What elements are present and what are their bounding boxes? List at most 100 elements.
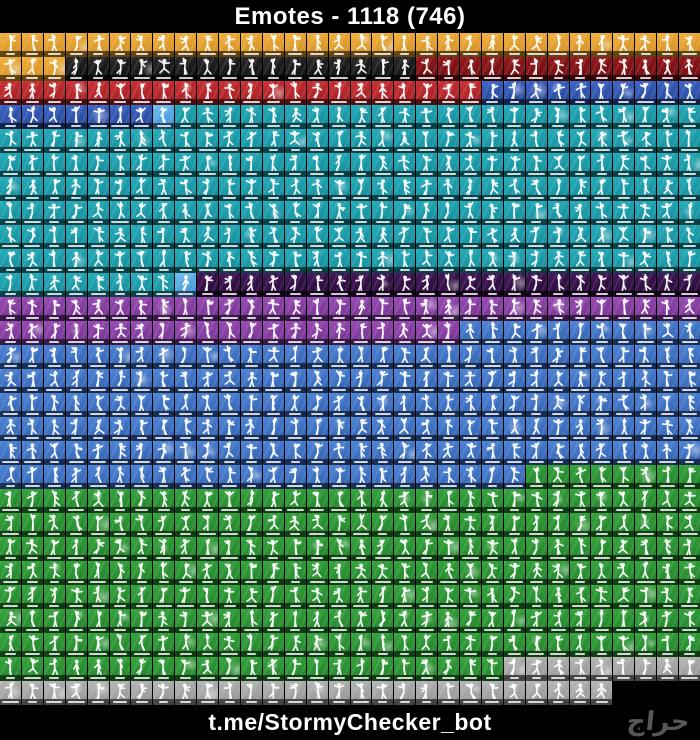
emote-name-text (1, 509, 20, 511)
emote-name-text (681, 77, 698, 79)
emote-figure-icon (116, 633, 124, 651)
emote-tile (438, 441, 460, 465)
emote-figure-icon (509, 34, 520, 51)
emote-name-label (87, 267, 109, 273)
emote-figure-icon (643, 322, 652, 339)
emote-figure-icon (531, 323, 543, 339)
emote-figure-icon (246, 466, 254, 483)
emote-tile (481, 441, 503, 465)
emote-figure-icon (180, 322, 192, 339)
emote-figure-icon (137, 274, 148, 291)
emote-figure-icon (93, 226, 105, 243)
emote-tile (219, 657, 240, 681)
emote-figure-icon (445, 130, 455, 147)
emote-name-text (530, 317, 543, 319)
emote-figure-icon (180, 131, 191, 147)
emote-tile (219, 57, 240, 81)
emote-name-text (377, 197, 388, 199)
emote-name-text (113, 557, 127, 559)
emote-name-label (109, 51, 131, 57)
emote-figure-icon (467, 59, 476, 75)
emote-name-label (547, 123, 569, 129)
emote-name-label (394, 99, 416, 105)
emote-name-text (90, 557, 106, 559)
emote-name-label (372, 627, 394, 633)
emote-tile (350, 489, 372, 513)
emote-name-text (246, 461, 257, 463)
emote-name-text (223, 53, 236, 55)
emote-figure-icon (290, 322, 301, 339)
emote-name-text (180, 533, 192, 535)
emote-tile (481, 249, 503, 273)
emote-name-text (551, 677, 565, 679)
emote-tile (460, 57, 481, 81)
emote-name-label (350, 507, 372, 513)
emote-figure-icon (4, 371, 17, 387)
emote-figure-icon (313, 658, 319, 675)
emote-name-text (419, 605, 434, 607)
emote-figure-icon (421, 419, 431, 435)
emote-name-text (2, 413, 18, 415)
emote-figure-icon (508, 586, 521, 603)
emote-name-text (550, 221, 566, 223)
emote-name-text (5, 293, 16, 295)
emote-figure-icon (250, 659, 258, 675)
emote-tile (175, 273, 197, 297)
emote-tile (547, 633, 569, 657)
emote-tile (503, 393, 525, 417)
emote-tile (0, 297, 21, 321)
emote-figure-icon (290, 417, 299, 435)
emote-figure-icon (642, 106, 650, 123)
emote-name-label (460, 363, 481, 369)
emote-name-label (613, 459, 635, 465)
emote-tile (591, 177, 613, 201)
emote-figure-icon (71, 369, 80, 387)
emote-figure-icon (313, 442, 323, 459)
emote-name-label (65, 51, 87, 57)
emote-tile (635, 609, 657, 633)
emote-tile (219, 369, 240, 393)
emote-tile (569, 393, 591, 417)
emote-figure-icon (619, 226, 629, 243)
emote-name-label (503, 603, 525, 609)
emote-figure-icon (73, 635, 83, 651)
emote-name-text (27, 509, 37, 511)
emote-figure-icon (94, 465, 102, 483)
emote-name-text (618, 533, 630, 535)
emote-tile (240, 273, 262, 297)
emote-name-text (290, 149, 300, 151)
emote-name-label (394, 195, 416, 201)
emote-figure-icon (487, 562, 498, 579)
emote-name-label (65, 507, 87, 513)
emote-tile (416, 273, 438, 297)
emote-figure-icon (223, 635, 235, 651)
emote-name-label (21, 531, 43, 537)
emote-figure-icon (491, 83, 499, 99)
emote-name-label (416, 75, 438, 81)
emote-tile (657, 345, 679, 369)
emote-name-text (639, 413, 652, 415)
emote-figure-icon (421, 611, 433, 627)
emote-name-text (267, 581, 280, 583)
emote-tile (547, 297, 569, 321)
emote-figure-icon (355, 683, 365, 699)
emote-tile (481, 33, 503, 57)
emote-figure-icon (554, 106, 560, 123)
emote-tile (306, 489, 328, 513)
emote-tile (0, 609, 21, 633)
emote-tile (635, 105, 657, 129)
emote-tile (525, 513, 547, 537)
emote-tile (65, 489, 87, 513)
emote-tile (240, 417, 262, 441)
emote-tile (131, 657, 153, 681)
emote-name-label (416, 483, 438, 489)
emote-tile (503, 33, 525, 57)
emote-name-label (240, 555, 262, 561)
emote-figure-icon (508, 346, 518, 363)
emote-figure-icon (95, 610, 102, 627)
emote-name-label (438, 99, 460, 105)
emote-name-label (613, 483, 635, 489)
emote-figure-icon (26, 466, 37, 483)
emote-tile (175, 489, 197, 513)
emote-figure-icon (576, 563, 586, 579)
